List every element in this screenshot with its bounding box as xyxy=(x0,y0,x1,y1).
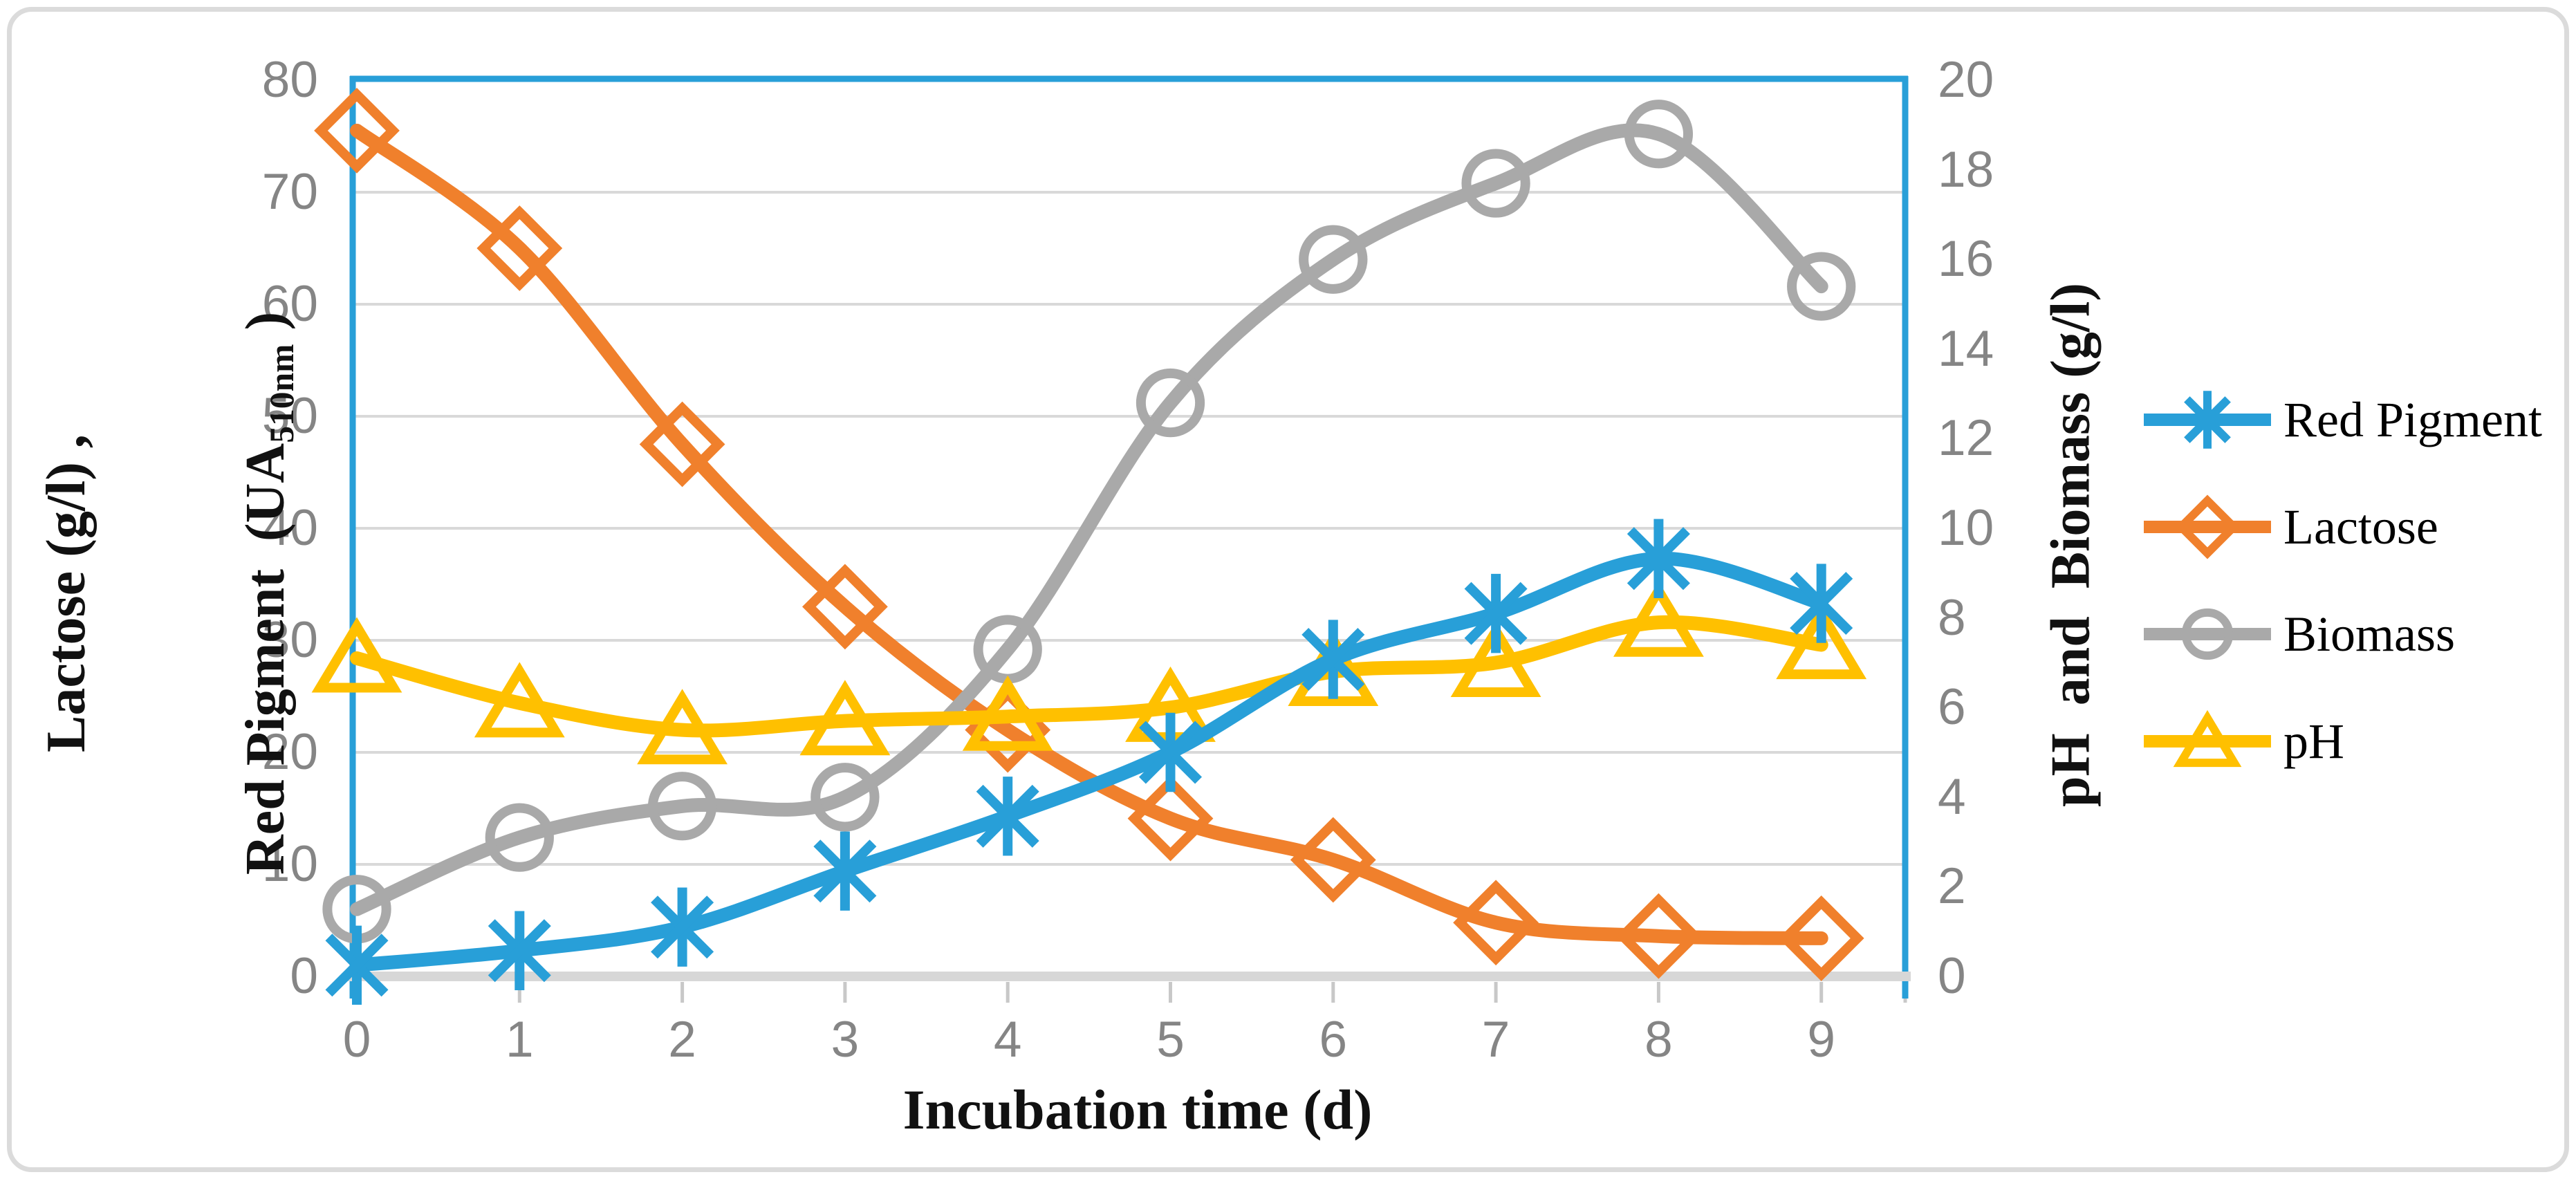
series-ph xyxy=(311,581,1867,765)
y-right-tick-label-2: 2 xyxy=(1938,858,1966,915)
plot-frame xyxy=(347,75,1911,999)
x-axis-title: Incubation time (d) xyxy=(902,1078,1373,1141)
y-left-axis-title-line1: Lactose (g/l) , xyxy=(36,434,98,752)
y-right-tick-label-8: 8 xyxy=(1938,589,1966,646)
legend-marker-triangle-icon xyxy=(2144,709,2271,768)
subscript-510nm: 510nm xyxy=(262,344,301,443)
legend-label: pH xyxy=(2283,713,2344,769)
y-right-tick-label-16: 16 xyxy=(1938,231,1994,288)
legend-item-ph: pH xyxy=(2138,703,2344,779)
y-left-tick-label-60: 60 xyxy=(261,276,318,332)
y-left-tick-label-50: 50 xyxy=(261,388,318,444)
legend-label: Red Pigment xyxy=(2283,391,2542,447)
y-right-tick-label-12: 12 xyxy=(1938,410,1994,467)
legend-item-biomass: Biomass xyxy=(2138,596,2455,672)
y-right-axis-title: pH and Biomass (g/l) xyxy=(2040,283,2102,807)
y-right-tick-label-6: 6 xyxy=(1938,679,1966,736)
x-tick-label-2: 2 xyxy=(668,1012,696,1068)
gridlines xyxy=(353,191,1905,866)
legend-marker-asterisk-icon xyxy=(2144,391,2271,449)
y-right-tick-label-14: 14 xyxy=(1938,320,1994,377)
y-right-tick-label-4: 4 xyxy=(1938,768,1966,825)
x-tick-label-1: 1 xyxy=(505,1012,534,1068)
y-left-tick-label-40: 40 xyxy=(261,500,318,556)
legend-item-red-pigment: Red Pigment xyxy=(2138,382,2542,458)
x-tick-label-5: 5 xyxy=(1156,1012,1185,1068)
y-right-tick-label-10: 10 xyxy=(1938,500,1994,556)
x-tick-label-7: 7 xyxy=(1481,1012,1510,1068)
x-tick-label-8: 8 xyxy=(1644,1012,1673,1068)
series-biomass xyxy=(322,100,1856,944)
x-tick-label-6: 6 xyxy=(1319,1012,1348,1068)
y-left-tick-label-30: 30 xyxy=(261,612,318,668)
y-left-tick-label-0: 0 xyxy=(290,948,318,1004)
y-left-tick-label-20: 20 xyxy=(261,724,318,780)
y-left-tick-label-70: 70 xyxy=(261,164,318,220)
x-tick-marks xyxy=(355,982,1907,1003)
legend-label: Biomass xyxy=(2283,606,2456,662)
y-right-tick-label-0: 0 xyxy=(1938,948,1966,1004)
y-right-tick-label-18: 18 xyxy=(1938,141,1994,198)
y-left-tick-label-10: 10 xyxy=(261,836,318,892)
series-red-pigment xyxy=(325,519,1853,1005)
legend-item-lactose: Lactose xyxy=(2138,489,2438,565)
legend-label: Lactose xyxy=(2283,499,2438,555)
y-left-axis-title: Lactose (g/l) , Red Pigment (UA510nm ) xyxy=(0,312,448,875)
y-left-tick-label-80: 80 xyxy=(261,52,318,108)
legend-marker-diamond-icon xyxy=(2144,494,2271,559)
x-tick-label-4: 4 xyxy=(993,1012,1022,1068)
x-tick-label-9: 9 xyxy=(1807,1012,1835,1068)
legend-marker-circle-icon xyxy=(2144,608,2271,660)
x-tick-label-0: 0 xyxy=(342,1012,371,1068)
y-left-axis-title-line2: Red Pigment (UA510nm ) xyxy=(235,311,301,875)
x-tick-label-3: 3 xyxy=(831,1012,860,1068)
y-right-tick-label-20: 20 xyxy=(1938,52,1994,108)
